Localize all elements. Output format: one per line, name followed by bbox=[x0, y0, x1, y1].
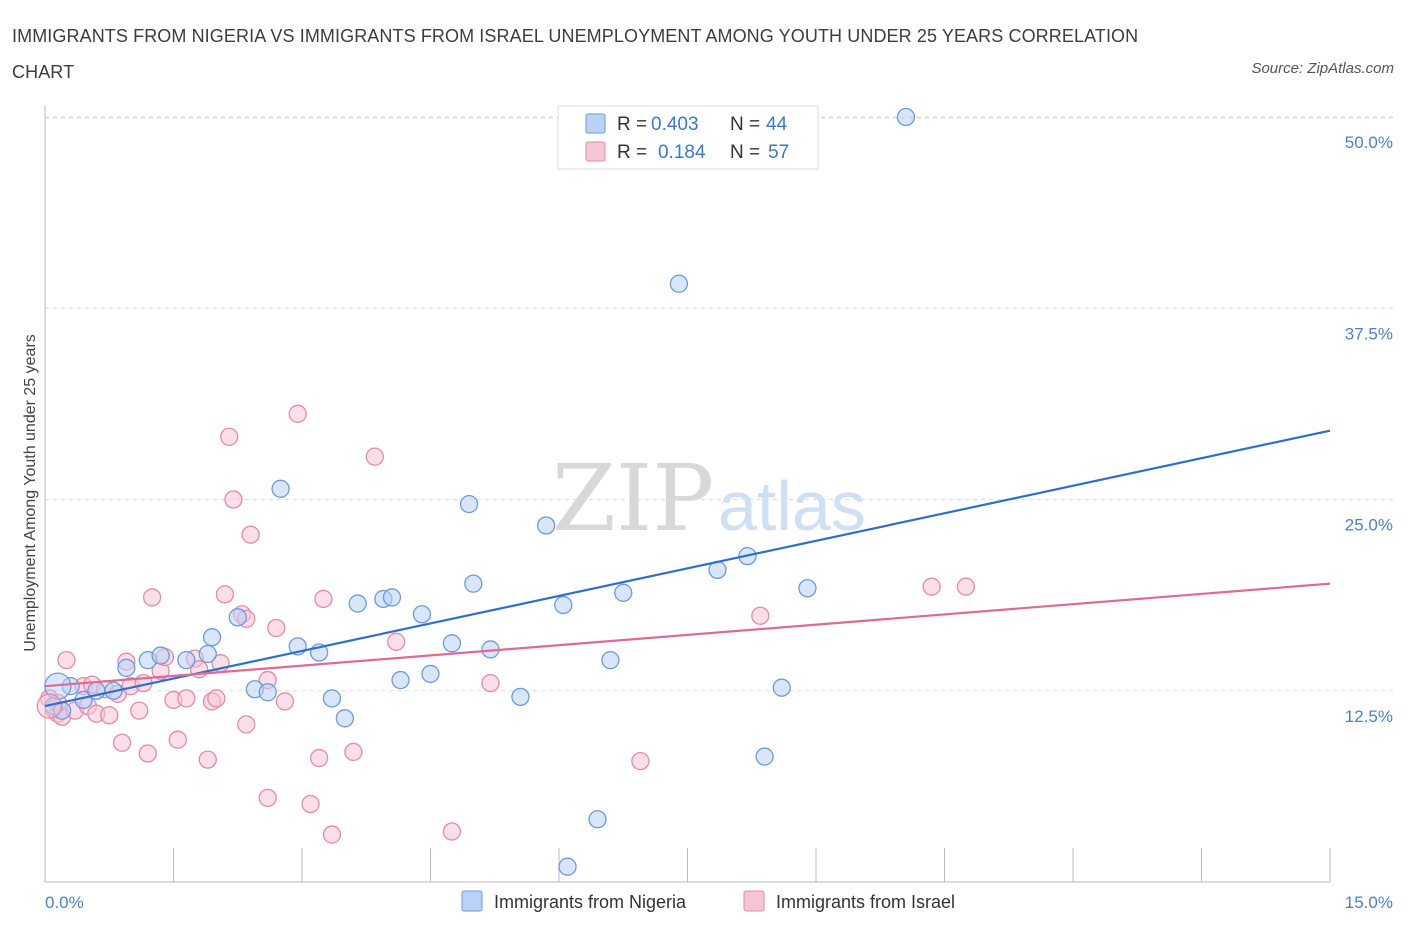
series-label-israel: Immigrants from Israel bbox=[776, 892, 955, 912]
legend-n-value-nigeria: 44 bbox=[766, 114, 788, 135]
point-nigeria bbox=[755, 747, 774, 766]
point-nigeria bbox=[614, 583, 633, 602]
y-tick-label: 50.0% bbox=[1345, 133, 1393, 152]
point-israel bbox=[344, 742, 363, 762]
legend-swatch-nigeria bbox=[585, 113, 606, 134]
point-israel bbox=[309, 748, 329, 768]
gridlines bbox=[45, 116, 1395, 692]
source-label: Source: ZipAtlas.com bbox=[1251, 60, 1394, 77]
point-israel bbox=[956, 577, 976, 596]
point-israel bbox=[751, 606, 770, 625]
correlation-legend: R = 0.403 N = 44 R = 0.184 N = 57 bbox=[557, 105, 819, 170]
point-nigeria bbox=[896, 107, 916, 127]
point-israel bbox=[288, 404, 307, 423]
point-nigeria bbox=[798, 579, 817, 598]
point-israel bbox=[138, 744, 157, 763]
legend-r-label-nigeria: R = bbox=[617, 114, 647, 135]
series-swatch-nigeria bbox=[461, 890, 483, 912]
point-israel bbox=[258, 788, 277, 807]
point-nigeria bbox=[459, 494, 479, 514]
y-axis-label: Unemployment Among Youth under 25 years bbox=[22, 334, 39, 652]
y-tick-label: 25.0% bbox=[1345, 516, 1393, 535]
chart-title: IMMIGRANTS FROM NIGERIA VS IMMIGRANTS FR… bbox=[12, 26, 1139, 82]
point-nigeria bbox=[464, 574, 483, 593]
point-israel bbox=[237, 715, 256, 734]
point-israel bbox=[387, 632, 406, 651]
series-swatch-israel bbox=[743, 890, 765, 912]
point-israel bbox=[177, 689, 196, 708]
series-label-nigeria: Immigrants from Nigeria bbox=[494, 892, 687, 912]
point-nigeria bbox=[421, 664, 440, 684]
x-tick-labels: 0.0% 15.0% bbox=[45, 893, 1393, 912]
watermark-zip: ZIP bbox=[552, 445, 714, 552]
legend-swatch-israel bbox=[585, 141, 606, 162]
point-nigeria bbox=[151, 646, 170, 665]
legend-r-value-israel: 0.184 bbox=[658, 142, 706, 163]
point-israel bbox=[631, 751, 650, 771]
y-tick-label: 37.5% bbox=[1345, 324, 1393, 343]
point-israel bbox=[57, 651, 76, 670]
point-nigeria bbox=[442, 634, 462, 653]
point-israel bbox=[220, 427, 239, 446]
point-nigeria bbox=[177, 651, 196, 670]
watermark-atlas: atlas bbox=[718, 467, 866, 545]
trend-line-israel bbox=[44, 582, 1331, 688]
point-nigeria bbox=[669, 274, 689, 293]
point-israel bbox=[142, 588, 162, 607]
trend-line-nigeria bbox=[44, 429, 1331, 708]
point-nigeria bbox=[335, 709, 354, 728]
point-nigeria bbox=[117, 658, 136, 677]
legend-n-value-israel: 57 bbox=[768, 142, 789, 163]
point-nigeria bbox=[588, 810, 607, 829]
point-nigeria bbox=[202, 628, 222, 647]
point-nigeria bbox=[537, 516, 556, 535]
point-nigeria bbox=[271, 479, 290, 498]
point-israel bbox=[322, 825, 342, 844]
point-nigeria bbox=[412, 605, 432, 624]
point-israel bbox=[207, 689, 226, 708]
series-legend: Immigrants from Nigeria Immigrants from … bbox=[461, 890, 955, 912]
y-tick-labels: 12.5% 25.0% 37.5% 50.0% bbox=[1345, 133, 1393, 726]
point-israel bbox=[241, 525, 260, 544]
trend-lines bbox=[44, 429, 1331, 708]
point-nigeria bbox=[554, 595, 573, 615]
x-tick-label: 15.0% bbox=[1345, 893, 1393, 912]
point-israel bbox=[224, 490, 243, 509]
y-tick-label: 12.5% bbox=[1345, 707, 1393, 726]
point-israel bbox=[130, 701, 149, 720]
point-nigeria bbox=[382, 588, 402, 607]
point-israel bbox=[275, 692, 295, 711]
point-nigeria bbox=[601, 651, 620, 670]
point-israel bbox=[301, 794, 320, 814]
legend-r-label-israel: R = bbox=[617, 142, 647, 163]
point-israel bbox=[481, 673, 500, 693]
legend-n-label-israel: N = bbox=[730, 142, 760, 163]
legend-n-label-nigeria: N = bbox=[730, 114, 760, 135]
x-tick-label: 0.0% bbox=[45, 893, 84, 912]
axes bbox=[44, 105, 1331, 883]
point-israel bbox=[442, 822, 462, 841]
point-israel bbox=[267, 618, 286, 638]
point-nigeria bbox=[348, 594, 367, 613]
point-israel bbox=[215, 585, 235, 604]
point-israel bbox=[365, 447, 384, 466]
data-points bbox=[36, 107, 976, 876]
legend-r-value-nigeria: 0.403 bbox=[651, 114, 699, 135]
watermark: ZIP atlas bbox=[552, 445, 866, 552]
point-nigeria bbox=[322, 689, 342, 708]
point-israel bbox=[100, 706, 119, 725]
point-nigeria bbox=[511, 687, 530, 707]
point-israel bbox=[168, 730, 187, 749]
point-israel bbox=[198, 750, 217, 769]
point-israel bbox=[112, 733, 132, 752]
point-nigeria bbox=[772, 678, 791, 697]
point-nigeria bbox=[258, 683, 277, 702]
point-israel bbox=[922, 577, 941, 596]
point-nigeria bbox=[228, 608, 247, 627]
point-nigeria bbox=[391, 670, 410, 690]
point-nigeria bbox=[558, 857, 577, 876]
point-nigeria bbox=[198, 644, 217, 664]
point-israel bbox=[314, 589, 333, 609]
